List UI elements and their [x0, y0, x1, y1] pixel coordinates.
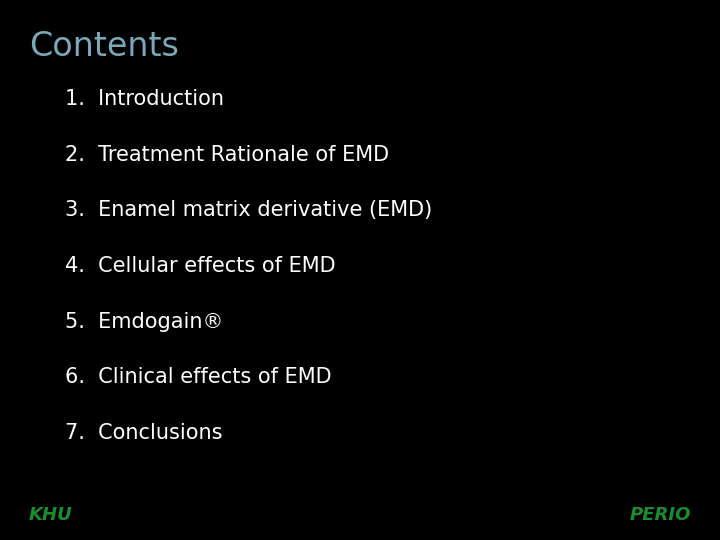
Text: 6.  Clinical effects of EMD: 6. Clinical effects of EMD	[65, 367, 331, 387]
Text: 4.  Cellular effects of EMD: 4. Cellular effects of EMD	[65, 256, 336, 276]
Text: 1.  Introduction: 1. Introduction	[65, 89, 224, 109]
Text: 2.  Treatment Rationale of EMD: 2. Treatment Rationale of EMD	[65, 145, 389, 165]
Text: KHU: KHU	[29, 506, 73, 524]
Text: 3.  Enamel matrix derivative (EMD): 3. Enamel matrix derivative (EMD)	[65, 200, 432, 220]
Text: Contents: Contents	[29, 30, 179, 63]
Text: 7.  Conclusions: 7. Conclusions	[65, 423, 222, 443]
Text: PERIO: PERIO	[630, 506, 691, 524]
Text: 5.  Emdogain®: 5. Emdogain®	[65, 312, 223, 332]
